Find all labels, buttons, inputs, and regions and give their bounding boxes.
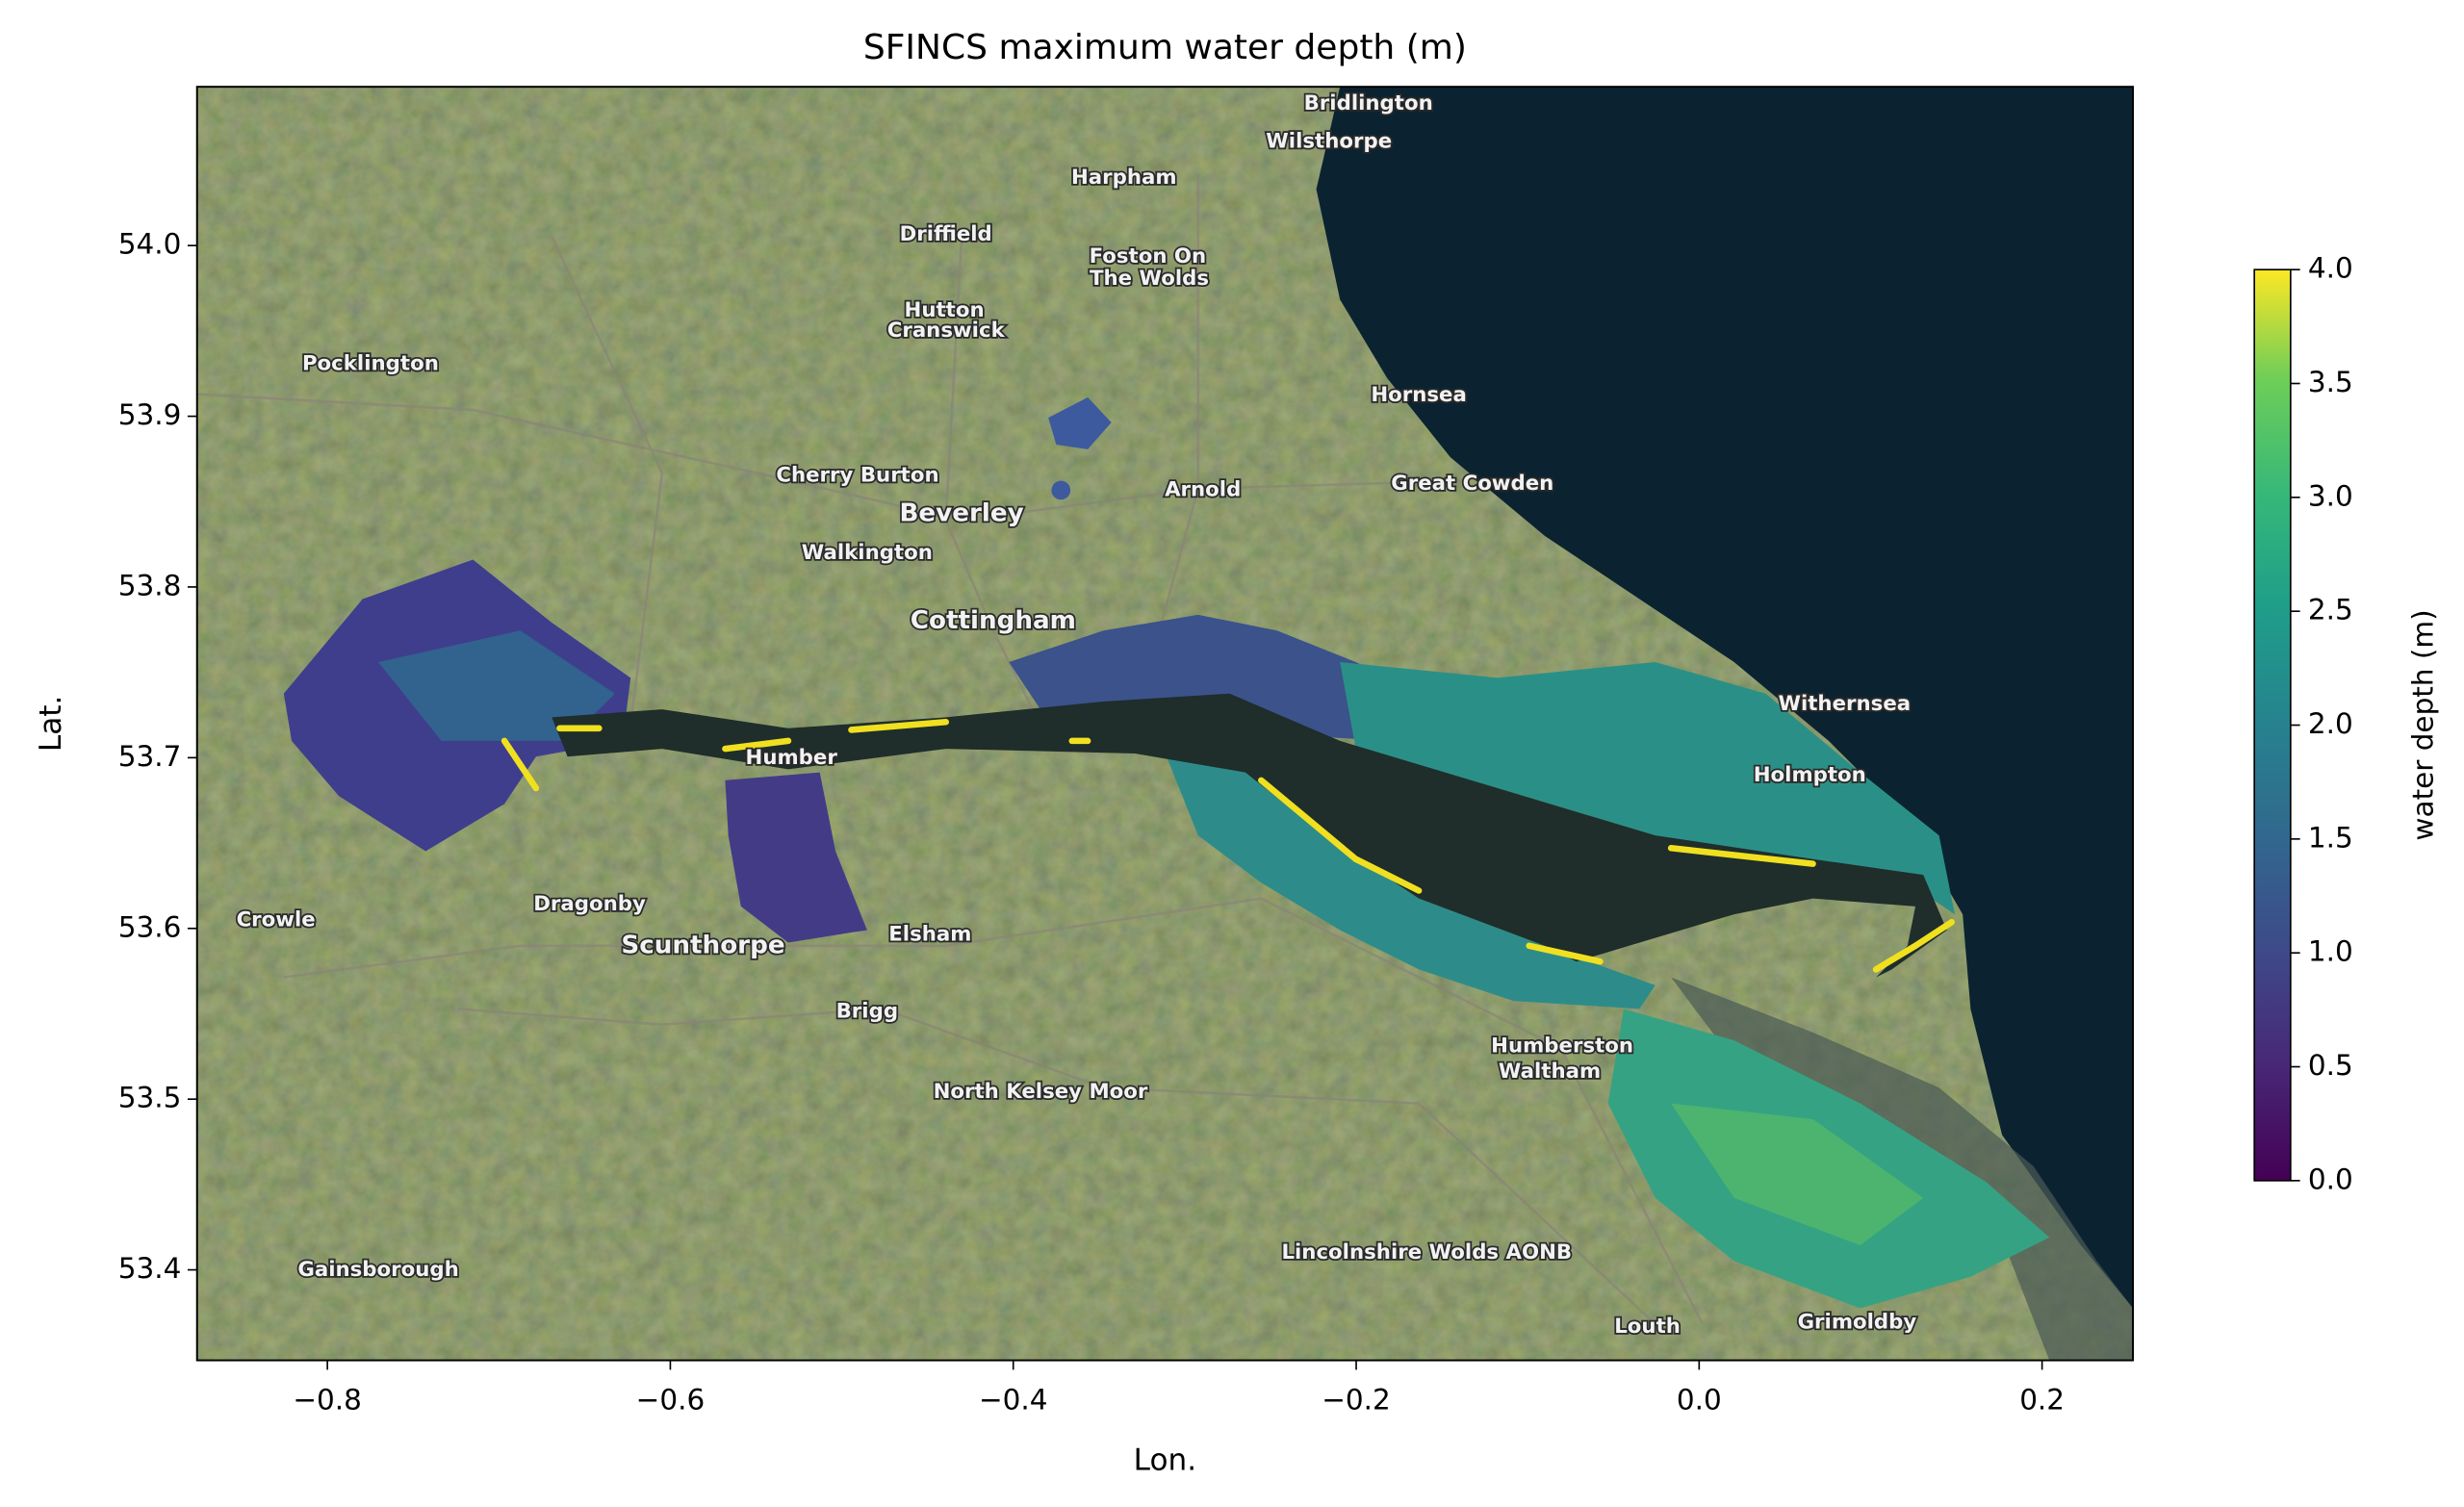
y-tick-label: 53.4: [118, 1252, 182, 1285]
x-tick-label: −0.4: [979, 1384, 1048, 1417]
colorbar-tick-label: 4.0: [2308, 252, 2353, 285]
place-label: Elsham: [888, 922, 971, 946]
place-label: Bridlington: [1304, 91, 1433, 115]
colorbar-label: water depth (m): [2407, 609, 2440, 840]
colorbar-tick-label: 0.0: [2308, 1162, 2353, 1195]
flood-extent: [283, 396, 2050, 1309]
flood-shoreline: [500, 718, 1955, 973]
colorbar-tick-label: 2.5: [2308, 594, 2353, 626]
y-tick-label: 53.6: [118, 910, 182, 943]
x-tick-label: −0.8: [293, 1384, 362, 1417]
place-label: Great Cowden: [1391, 472, 1553, 496]
place-label: Crowle: [237, 908, 316, 932]
place-label: Pocklington: [302, 351, 439, 375]
x-tick-label: 0.0: [1677, 1384, 1722, 1417]
place-label: North Kelsey Moor: [934, 1080, 1148, 1104]
place-label: Cherry Burton: [776, 464, 938, 488]
place-label: Humberston: [1491, 1034, 1633, 1059]
x-axis-label: Lon.: [1134, 1443, 1196, 1477]
place-label: Cottingham: [911, 606, 1076, 635]
x-tick-label: −0.2: [1322, 1384, 1391, 1417]
place-label: Louth: [1614, 1315, 1681, 1339]
x-tick-label: −0.6: [636, 1384, 706, 1417]
place-label: Walkington: [802, 541, 933, 565]
estuary: [552, 693, 1947, 978]
chart-title: SFINCS maximum water depth (m): [863, 28, 1467, 67]
y-tick-label: 53.8: [118, 569, 182, 601]
place-label: Waltham: [1499, 1060, 1601, 1084]
colorbar-tick-label: 3.5: [2308, 366, 2353, 398]
place-label: Humber: [746, 746, 838, 770]
y-tick-label: 53.5: [118, 1082, 182, 1114]
place-label: Foston On: [1090, 244, 1207, 268]
colorbar-tick-label: 0.5: [2308, 1049, 2353, 1082]
colorbar-tick-label: 2.0: [2308, 707, 2353, 740]
roads: [196, 173, 1705, 1325]
colorbar-tick-label: 1.5: [2308, 821, 2353, 854]
y-tick-label: 53.9: [118, 398, 182, 431]
y-axis-label: Lat.: [34, 696, 68, 752]
x-tick-label: 0.2: [2019, 1384, 2065, 1417]
place-label: Holmpton: [1754, 763, 1866, 787]
place-label: Dragonby: [533, 892, 646, 916]
colorbar-tick-label: 1.0: [2308, 935, 2353, 968]
place-label: Cranswick: [887, 319, 1006, 343]
place-label: Driffield: [900, 222, 992, 246]
place-label: The Wolds: [1090, 267, 1209, 291]
colorbar: [2253, 268, 2292, 1182]
shore: [1671, 977, 2134, 1361]
place-label: Beverley: [899, 499, 1023, 528]
place-label: Hornsea: [1371, 383, 1467, 407]
place-label: Withernsea: [1778, 692, 1911, 716]
colorbar-tick-label: 3.0: [2308, 479, 2353, 512]
y-tick-label: 54.0: [118, 228, 182, 261]
place-label: Lincolnshire Wolds AONB: [1281, 1240, 1572, 1264]
place-label: Brigg: [836, 1000, 898, 1024]
map: Bridlington Wilsthorpe Harpham Driffield Fos…: [196, 87, 2134, 1361]
place-label: Scunthorpe: [621, 931, 784, 959]
sea: [1316, 87, 2134, 1309]
place-labels: Bridlington Wilsthorpe Harpham Driffield Fos…: [235, 89, 1918, 1341]
place-label: Grimoldby: [1798, 1310, 1917, 1334]
place-label: Hutton: [905, 298, 985, 322]
axes-frame: [195, 86, 2135, 1362]
place-label: Wilsthorpe: [1266, 130, 1392, 154]
place-label: Gainsborough: [297, 1258, 458, 1282]
place-label: Harpham: [1071, 166, 1177, 190]
y-tick-label: 53.7: [118, 740, 182, 773]
place-label: Arnold: [1165, 477, 1241, 501]
